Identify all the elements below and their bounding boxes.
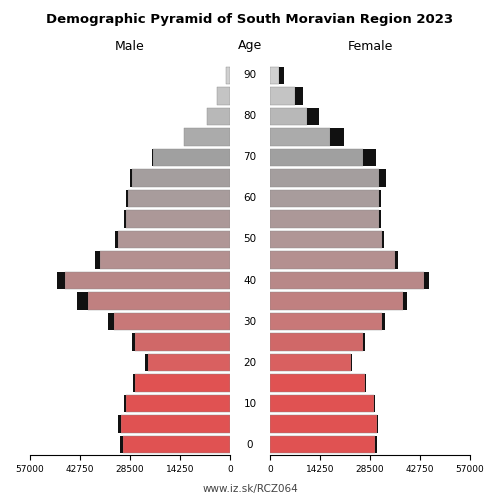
Text: 80: 80 xyxy=(244,112,256,122)
Bar xyxy=(270,87,294,104)
Bar xyxy=(270,128,330,146)
Bar xyxy=(404,292,407,310)
Bar xyxy=(382,231,384,248)
Text: Demographic Pyramid of South Moravian Region 2023: Demographic Pyramid of South Moravian Re… xyxy=(46,12,454,26)
Bar xyxy=(270,210,379,228)
Bar xyxy=(132,169,230,186)
Bar xyxy=(279,66,284,84)
Bar xyxy=(114,313,230,330)
Bar xyxy=(270,169,379,186)
Bar xyxy=(118,416,121,433)
Bar xyxy=(207,108,230,125)
Bar xyxy=(394,252,398,268)
Bar xyxy=(136,374,230,392)
Bar xyxy=(379,190,381,207)
Bar xyxy=(95,252,100,268)
Bar xyxy=(133,374,136,392)
Bar xyxy=(270,416,377,433)
Bar xyxy=(76,292,88,310)
Text: 70: 70 xyxy=(244,152,256,162)
Bar xyxy=(126,190,128,207)
Bar xyxy=(124,395,126,412)
Bar xyxy=(363,334,364,351)
Bar xyxy=(330,128,344,146)
Bar xyxy=(130,169,132,186)
Bar xyxy=(116,231,117,248)
Bar xyxy=(58,272,65,289)
Text: 10: 10 xyxy=(244,398,256,408)
Text: 30: 30 xyxy=(244,316,256,326)
Bar xyxy=(270,252,394,268)
Bar xyxy=(123,436,230,454)
Bar xyxy=(270,108,307,125)
Bar xyxy=(270,231,382,248)
Bar xyxy=(146,354,148,372)
Bar xyxy=(270,148,363,166)
Bar xyxy=(363,148,376,166)
Bar xyxy=(126,395,230,412)
Bar xyxy=(270,313,382,330)
Bar xyxy=(379,169,386,186)
Text: 60: 60 xyxy=(244,194,256,203)
Bar xyxy=(270,436,376,454)
Bar xyxy=(132,334,136,351)
Bar xyxy=(270,190,379,207)
Bar xyxy=(152,148,153,166)
Bar xyxy=(120,436,123,454)
Text: Age: Age xyxy=(238,40,262,52)
Text: 50: 50 xyxy=(244,234,256,244)
Bar xyxy=(377,416,378,433)
Bar xyxy=(382,313,385,330)
Bar xyxy=(350,354,352,372)
Text: 0: 0 xyxy=(247,440,254,450)
Bar xyxy=(270,374,364,392)
Bar xyxy=(128,190,230,207)
Bar xyxy=(100,252,230,268)
Bar xyxy=(270,272,424,289)
Bar xyxy=(374,395,375,412)
Bar xyxy=(270,66,279,84)
Bar xyxy=(148,354,230,372)
Bar xyxy=(184,128,230,146)
Bar xyxy=(65,272,230,289)
Bar xyxy=(270,354,350,372)
Text: 90: 90 xyxy=(244,70,256,81)
Bar xyxy=(270,292,404,310)
Bar xyxy=(218,87,230,104)
Bar xyxy=(108,313,114,330)
Bar xyxy=(88,292,230,310)
Bar xyxy=(270,334,363,351)
Bar xyxy=(424,272,428,289)
Bar xyxy=(379,210,381,228)
Bar xyxy=(270,395,374,412)
Bar xyxy=(136,334,230,351)
Text: Female: Female xyxy=(348,40,393,52)
Text: www.iz.sk/RCZ064: www.iz.sk/RCZ064 xyxy=(202,484,298,494)
Bar xyxy=(126,210,230,228)
Bar xyxy=(307,108,319,125)
Bar xyxy=(364,374,366,392)
Text: Male: Male xyxy=(115,40,145,52)
Text: 20: 20 xyxy=(244,358,256,368)
Bar xyxy=(121,416,230,433)
Bar xyxy=(294,87,304,104)
Bar xyxy=(118,231,230,248)
Text: 40: 40 xyxy=(244,276,256,285)
Bar xyxy=(226,66,230,84)
Bar xyxy=(124,210,126,228)
Bar xyxy=(153,148,230,166)
